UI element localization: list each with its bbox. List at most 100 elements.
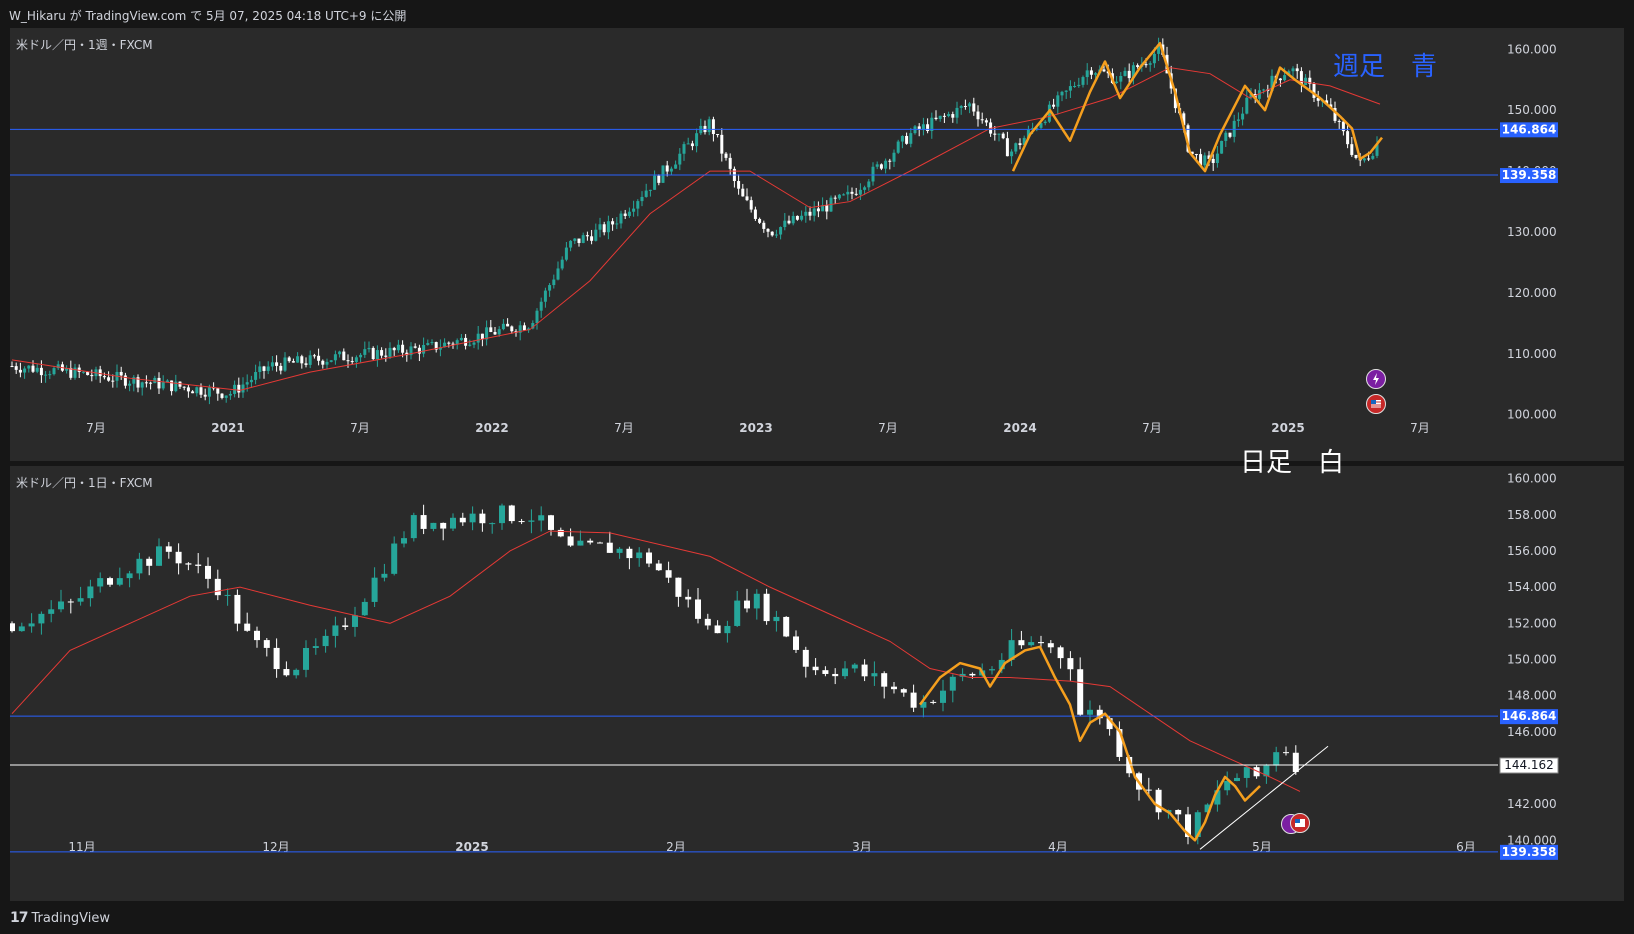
candle-body <box>459 337 463 341</box>
daily-chart-pane[interactable]: 160.000 158.000 156.000 154.000 152.000 150.0… <box>10 448 1624 901</box>
weekly-chart[interactable]: 160.000150.000140.000130.000120.000110.0… <box>10 28 1624 461</box>
candle-body <box>655 563 662 571</box>
candle-body <box>783 220 787 228</box>
candle-body <box>968 103 972 107</box>
time-axis-label: 2023 <box>739 421 772 435</box>
candle-body <box>350 361 354 363</box>
candle-body <box>161 382 165 389</box>
time-axis-label: 2024 <box>1003 421 1036 435</box>
candle-body <box>1270 75 1274 92</box>
event-lightning-icon[interactable] <box>1366 369 1386 389</box>
weekly-chart-pane[interactable]: 160.000150.000140.000130.000120.000110.0… <box>10 28 1624 461</box>
candle-body <box>518 521 525 523</box>
candle-body <box>640 196 644 202</box>
candle-body <box>396 344 400 351</box>
candle-body <box>711 119 715 135</box>
candle-body <box>1215 153 1219 163</box>
candle-body <box>485 327 489 340</box>
candle-body <box>459 517 466 523</box>
candle-body <box>745 196 749 201</box>
candle-body <box>413 346 417 348</box>
price-axis-label: 150.000 <box>1507 652 1557 666</box>
price-axis-label: 156.000 <box>1507 544 1557 558</box>
candle-body <box>528 520 535 522</box>
time-axis-label: 7月 <box>878 421 898 435</box>
candle-body <box>195 564 202 566</box>
candle-body <box>891 686 897 690</box>
candle-body <box>1131 65 1135 79</box>
candle-body <box>342 625 349 627</box>
candle-body <box>510 326 514 332</box>
candle-body <box>744 600 750 609</box>
candle-body <box>186 387 190 392</box>
candle-body <box>678 153 682 165</box>
tradingview-brand[interactable]: 17 TradingView <box>10 910 110 926</box>
candle-body <box>573 238 577 241</box>
candle-body <box>1333 108 1337 121</box>
candle-body <box>156 546 162 566</box>
candle-body <box>254 630 260 641</box>
candle-body <box>861 664 868 677</box>
candle-body <box>1022 137 1026 146</box>
candle-body <box>1341 121 1345 132</box>
candle-body <box>116 578 123 585</box>
time-axis-label: 2025 <box>455 840 488 854</box>
candle-body <box>632 208 636 212</box>
candle-body <box>606 221 610 233</box>
candle-body <box>615 223 619 225</box>
candle-body <box>430 522 437 529</box>
candle-body <box>97 578 104 587</box>
candle-body <box>1245 97 1249 114</box>
candle-body <box>367 347 371 350</box>
candle-body <box>273 647 280 670</box>
candle-body <box>930 117 934 132</box>
candle-body <box>1236 119 1240 121</box>
candle-body <box>626 548 633 559</box>
candle-body <box>627 211 631 216</box>
price-axis-label: 160.000 <box>1507 42 1557 56</box>
candle-body <box>1064 90 1068 92</box>
candle-body <box>279 365 283 371</box>
candle-body <box>773 616 780 622</box>
candle-body <box>77 367 81 372</box>
candle-body <box>363 349 367 355</box>
us-flag-icon[interactable] <box>1366 394 1386 414</box>
candle-body <box>665 570 672 578</box>
candle-body <box>577 238 581 243</box>
candle-body <box>132 377 136 384</box>
candle-body <box>23 368 27 373</box>
candle-body <box>1089 70 1093 75</box>
candle-body <box>821 205 825 212</box>
time-axis-label: 6月 <box>1456 840 1476 854</box>
candle-body <box>661 165 665 183</box>
candle-body <box>35 367 39 372</box>
time-axis-label: 2022 <box>475 421 508 435</box>
us-flag-icon[interactable] <box>1290 813 1310 833</box>
candle-body <box>361 601 368 616</box>
price-level-label: 139.358 <box>1502 845 1557 859</box>
candle-body <box>381 573 388 578</box>
candle-body <box>1067 658 1074 670</box>
candle-body <box>976 111 980 120</box>
candle-body <box>1145 789 1152 791</box>
candle-body <box>707 119 711 133</box>
candle-body <box>888 160 892 162</box>
candle-body <box>653 175 657 190</box>
price-axis-label: 100.000 <box>1507 408 1557 422</box>
candle-body <box>81 371 85 373</box>
candle-body <box>783 616 790 637</box>
candle-body <box>762 222 766 229</box>
daily-chart[interactable]: 160.000 158.000 156.000 154.000 152.000 150.0… <box>10 466 1624 901</box>
candle-body <box>220 393 224 398</box>
candle-body <box>804 211 808 216</box>
candle-body <box>1262 89 1266 91</box>
candle-body <box>1182 113 1186 126</box>
candle-body <box>342 351 346 361</box>
candle-body <box>858 189 862 195</box>
candle-body <box>244 623 251 631</box>
weekly-symbol-label: 米ドル／円・1週・FXCM <box>16 38 153 52</box>
candle-body <box>1283 752 1289 754</box>
time-axis-label: 7月 <box>350 421 370 435</box>
price-axis-label: 152.000 <box>1507 616 1557 630</box>
candle-body <box>1299 71 1303 86</box>
